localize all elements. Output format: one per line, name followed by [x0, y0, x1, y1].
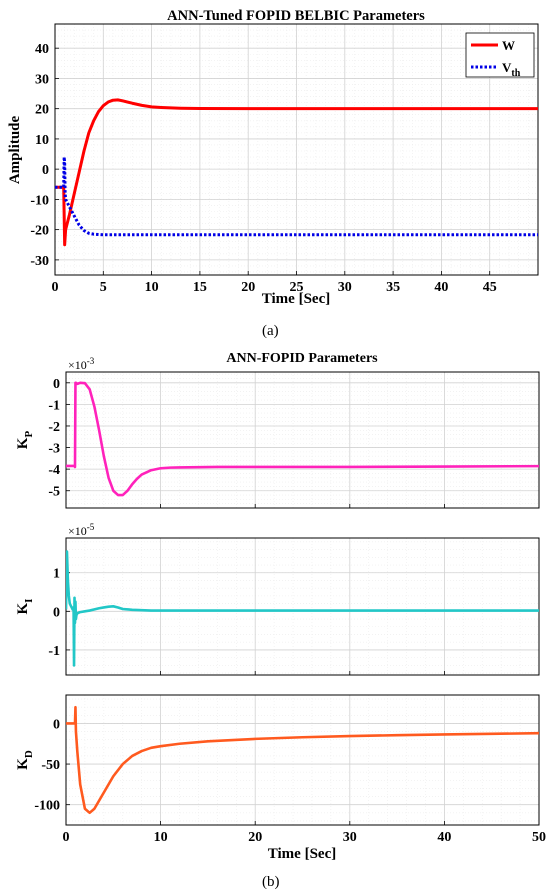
x-axis-label: Time [Sec]	[262, 291, 330, 307]
y-tick-label: 10	[35, 133, 49, 148]
y-tick-label: -1	[48, 644, 60, 659]
x-tick-label: 50	[532, 830, 546, 845]
series-line-ki	[66, 550, 539, 667]
exponent-label: ×10-3	[68, 356, 95, 372]
x-tick-label: 5	[100, 280, 107, 295]
chart-title: ANN-Tuned FOPID BELBIC Parameters	[167, 8, 425, 24]
chart-title: ANN-FOPID Parameters	[226, 351, 378, 366]
x-tick-label: 10	[154, 830, 168, 845]
x-tick-label: 20	[248, 830, 262, 845]
y-tick-label: -20	[30, 224, 49, 239]
y-tick-label: 1	[53, 567, 60, 582]
y-axis-label: KD	[15, 750, 35, 770]
x-tick-label: 35	[386, 280, 400, 295]
chart-b: ANN-FOPID Parameters0-1-2-3-4-5KP×10-310…	[15, 351, 546, 862]
plot-area	[66, 372, 539, 508]
y-tick-label: 0	[53, 377, 60, 392]
legend-label-w: W	[502, 38, 515, 53]
y-axis-label: KI	[15, 599, 35, 615]
y-tick-label: -4	[48, 463, 60, 478]
caption-a: (a)	[262, 323, 279, 339]
y-tick-label: -10	[30, 193, 49, 208]
x-tick-label: 40	[437, 830, 451, 845]
y-tick-label: 0	[53, 717, 60, 732]
y-tick-label: -30	[30, 254, 49, 269]
y-tick-label: 30	[35, 72, 49, 87]
x-tick-label: 20	[241, 280, 255, 295]
series-line-vth	[55, 155, 538, 237]
plot-border	[54, 23, 539, 276]
y-tick-label: 20	[35, 103, 49, 118]
x-tick-label: 15	[193, 280, 207, 295]
y-tick-label: 0	[53, 605, 60, 620]
plot-area	[66, 538, 539, 675]
x-tick-label: 10	[145, 280, 159, 295]
exponent-label: ×10-5	[68, 522, 95, 538]
plot-area	[66, 695, 539, 825]
plot-border	[65, 694, 540, 826]
chart-a: 0 5 10 15 20 25 30 35 40 45 -30 -20 -10 0 10 20 30 40 ANN-…	[7, 8, 539, 307]
plot-border	[65, 371, 540, 509]
series-line-kd	[66, 705, 539, 815]
series-line-w	[55, 98, 538, 247]
y-tick-label: -50	[41, 758, 60, 773]
y-tick-label: -3	[48, 442, 60, 457]
x-tick-label: 0	[63, 830, 70, 845]
y-tick-label: 0	[42, 163, 49, 178]
legend-box	[465, 32, 535, 78]
caption-b: (b)	[262, 874, 280, 890]
x-tick-label: 0	[52, 280, 59, 295]
x-axis-label: Time [Sec]	[268, 846, 336, 862]
x-tick-label: 45	[483, 280, 497, 295]
y-tick-label: -5	[48, 485, 60, 500]
x-tick-label: 40	[434, 280, 448, 295]
y-tick-label: -1	[48, 398, 60, 413]
x-tick-label: 30	[343, 830, 357, 845]
y-tick-label: -2	[48, 420, 60, 435]
series-line-kp	[66, 381, 539, 497]
y-axis-label: KP	[15, 431, 35, 450]
y-axis-label: Amplitude	[7, 115, 23, 184]
x-tick-label: 25	[290, 280, 304, 295]
x-tick-label: 30	[338, 280, 352, 295]
y-tick-label: -100	[34, 799, 60, 814]
y-tick-label: 40	[35, 42, 49, 57]
